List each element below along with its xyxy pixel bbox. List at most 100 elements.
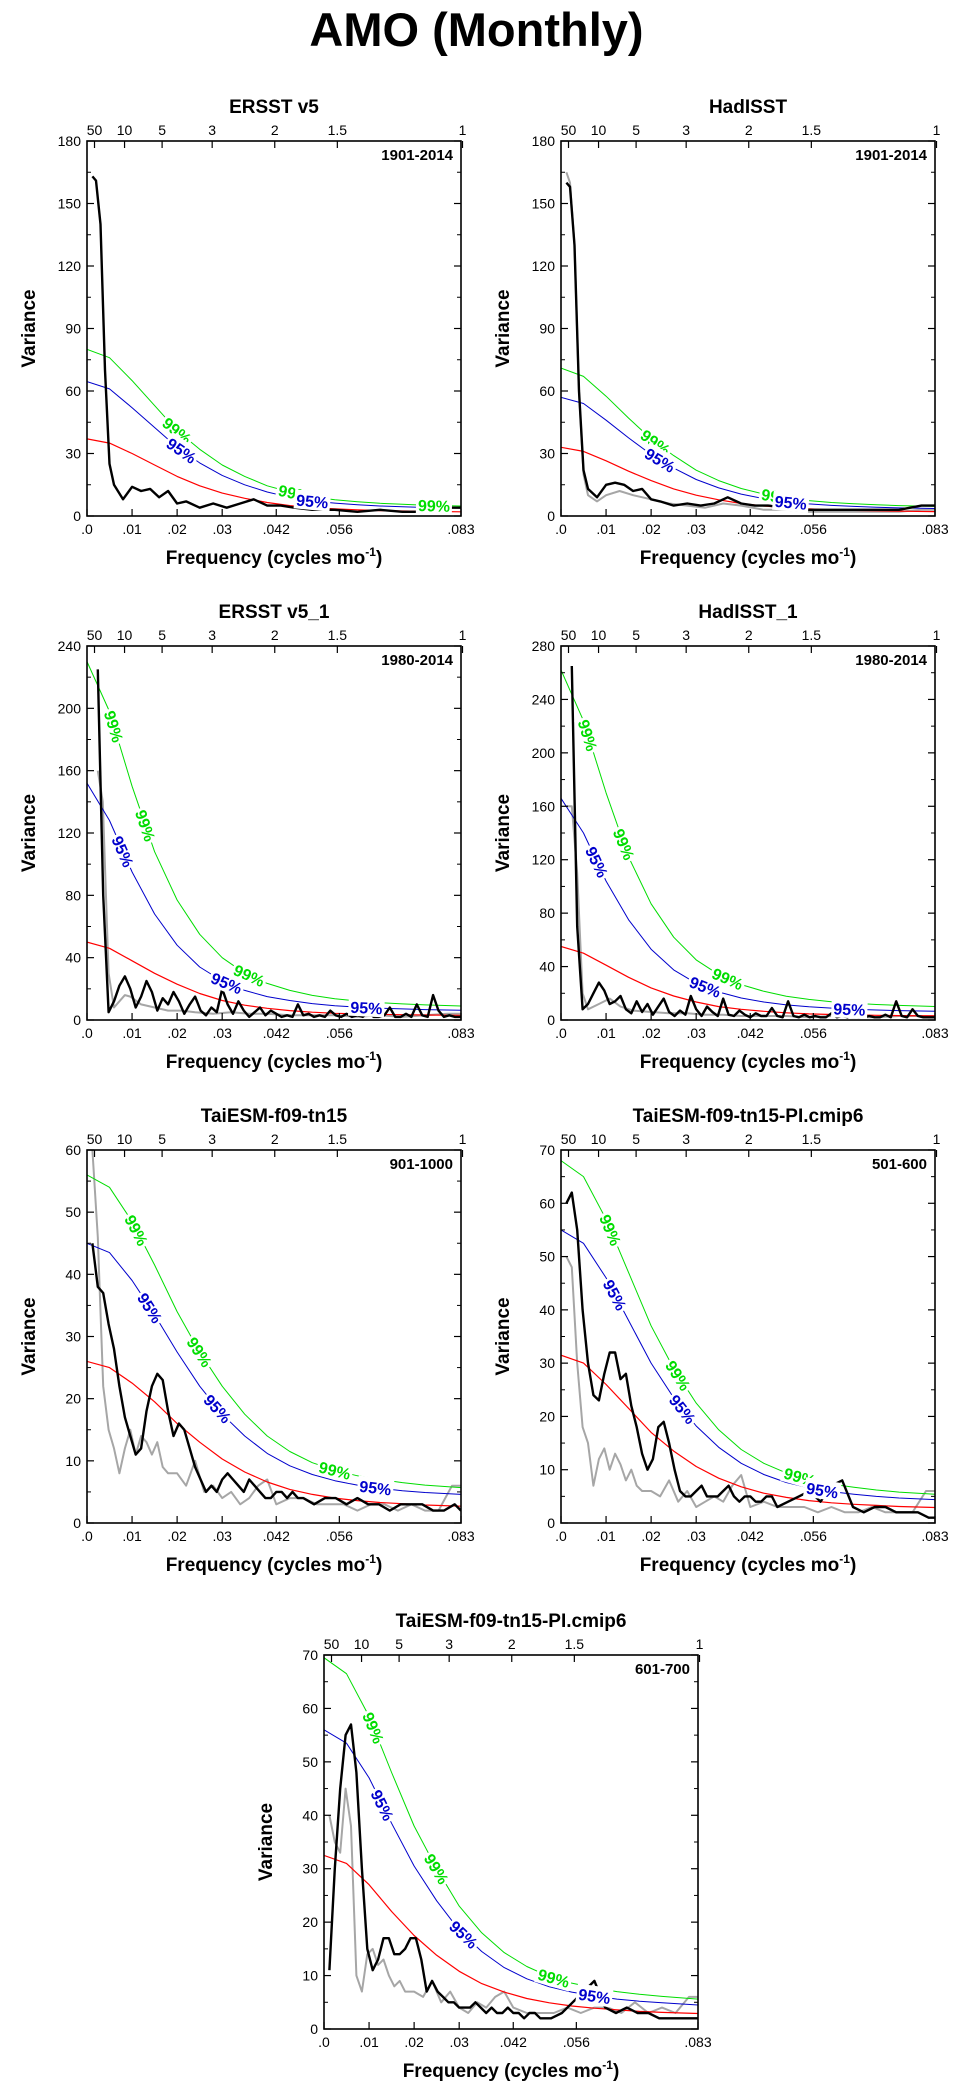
reference-line bbox=[565, 1256, 935, 1514]
period-label: 1901-2014 bbox=[855, 147, 927, 164]
x-tick-label: .042 bbox=[737, 1025, 764, 1041]
sig95-label-bg bbox=[347, 996, 385, 1018]
x-tick-label: .03 bbox=[686, 1528, 706, 1544]
sig99-label-bg bbox=[534, 1963, 574, 1992]
y-tick-label: 60 bbox=[65, 1142, 81, 1158]
sig95-label: 95% bbox=[803, 1477, 842, 1503]
period-tick-label: 1.5 bbox=[328, 122, 348, 138]
panel-title: ERSST v5 bbox=[229, 97, 319, 118]
period-label: 1980-2014 bbox=[381, 652, 453, 669]
sig95-label-text: 95% bbox=[833, 1001, 866, 1019]
x-tick-label: .042 bbox=[737, 521, 764, 537]
y-axis-label: Variance bbox=[19, 794, 40, 872]
sig99-label: 99% bbox=[419, 1848, 455, 1889]
period-tick-label: 50 bbox=[561, 122, 577, 138]
plot-frame bbox=[560, 140, 936, 517]
sig99-line bbox=[561, 1160, 935, 1495]
spectrum-line bbox=[328, 1723, 698, 2020]
y-tick-label: 0 bbox=[73, 1012, 81, 1028]
x-axis-label: Frequency (cycles mo-1) bbox=[640, 1552, 857, 1576]
period-tick-label: 2 bbox=[271, 627, 279, 643]
period-tick-label: 1 bbox=[459, 627, 467, 643]
chart-panel: TaiESM-f09-tn15-PI.cmip6501-60099%99%99%… bbox=[493, 1106, 949, 1576]
x-axis-label: Frequency (cycles mo-1) bbox=[166, 1049, 383, 1073]
sig95-label: 95% bbox=[575, 1983, 614, 2008]
sig95-label: 95% bbox=[356, 1475, 395, 1500]
period-tick-label: 2 bbox=[508, 1636, 516, 1652]
y-tick-label: 120 bbox=[532, 258, 556, 274]
y-tick-label: 40 bbox=[539, 959, 555, 975]
sig99-label-text: 99% bbox=[595, 1212, 623, 1248]
sig95-label-bg bbox=[198, 1388, 238, 1428]
period-tick-label: 1.5 bbox=[328, 627, 348, 643]
y-tick-label: 60 bbox=[539, 383, 555, 399]
sig95-label-text: 95% bbox=[295, 493, 328, 513]
sig95-label-bg bbox=[664, 1388, 702, 1429]
sig99-label-bg bbox=[707, 962, 749, 995]
sig99-label-text: 99% bbox=[358, 1710, 386, 1746]
sig99-line bbox=[561, 367, 935, 507]
period-tick-label: 50 bbox=[561, 1131, 577, 1147]
y-tick-label: 10 bbox=[539, 1462, 555, 1478]
sig99-label: 99% bbox=[534, 1963, 574, 1992]
x-tick-label: .0 bbox=[81, 521, 93, 537]
series-group bbox=[324, 1657, 698, 2020]
period-label: 501-600 bbox=[872, 1156, 927, 1173]
y-tick-label: 180 bbox=[532, 133, 556, 149]
y-tick-label: 40 bbox=[65, 1266, 81, 1282]
x-tick-label: .042 bbox=[263, 1528, 290, 1544]
x-tick-label: .083 bbox=[684, 2034, 711, 2050]
period-tick-label: 2 bbox=[745, 627, 753, 643]
period-tick-label: 1.5 bbox=[802, 627, 822, 643]
period-tick-label: 2 bbox=[745, 122, 753, 138]
x-tick-label: .056 bbox=[800, 1025, 827, 1041]
x-tick-label: .01 bbox=[596, 521, 616, 537]
y-tick-label: 60 bbox=[539, 1195, 555, 1211]
period-label: 1901-2014 bbox=[381, 147, 453, 164]
x-tick-label: .03 bbox=[212, 521, 232, 537]
x-tick-label: .03 bbox=[212, 1528, 232, 1544]
sig99-label-text: 99% bbox=[131, 808, 158, 844]
x-tick-label: .02 bbox=[167, 521, 187, 537]
y-tick-label: 20 bbox=[302, 1914, 318, 1930]
x-tick-label: .042 bbox=[263, 521, 290, 537]
period-tick-label: 10 bbox=[354, 1636, 370, 1652]
sig95-label-bg bbox=[581, 841, 614, 883]
period-tick-label: 1.5 bbox=[802, 122, 822, 138]
y-tick-label: 30 bbox=[539, 446, 555, 462]
x-tick-label: .042 bbox=[500, 2034, 527, 2050]
x-tick-label: .02 bbox=[167, 1528, 187, 1544]
period-tick-label: 5 bbox=[395, 1636, 403, 1652]
period-tick-label: 3 bbox=[445, 1636, 453, 1652]
sig99-label-bg bbox=[419, 1848, 455, 1889]
period-tick-label: 5 bbox=[632, 1131, 640, 1147]
x-tick-label: .042 bbox=[263, 1025, 290, 1041]
sig95-label-bg bbox=[293, 489, 332, 512]
sig99-label-text: 99% bbox=[100, 709, 126, 745]
sig99-label-bg bbox=[315, 1456, 355, 1484]
panel-title: TaiESM-f09-tn15-PI.cmip6 bbox=[633, 1106, 864, 1127]
sig95-label: 95% bbox=[367, 1784, 400, 1826]
red-noise-line bbox=[87, 941, 461, 1016]
sig95-label-text: 95% bbox=[367, 1788, 396, 1824]
period-tick-label: 1.5 bbox=[802, 1131, 822, 1147]
y-tick-label: 0 bbox=[310, 2021, 318, 2037]
period-tick-label: 1.5 bbox=[328, 1131, 348, 1147]
x-tick-label: .056 bbox=[800, 521, 827, 537]
panel-title: TaiESM-f09-tn15-PI.cmip6 bbox=[396, 1611, 627, 1632]
sig95-label: 95% bbox=[293, 489, 332, 513]
period-tick-label: 10 bbox=[117, 1131, 133, 1147]
sig99-label-bg bbox=[229, 958, 270, 991]
period-tick-label: 50 bbox=[87, 1131, 103, 1147]
x-tick-label: .0 bbox=[555, 1025, 567, 1041]
period-label: 901-1000 bbox=[390, 1156, 453, 1173]
page-title: AMO (Monthly) bbox=[309, 3, 644, 56]
y-tick-label: 50 bbox=[65, 1204, 81, 1220]
y-tick-label: 30 bbox=[302, 1861, 318, 1877]
y-axis-label: Variance bbox=[19, 289, 40, 367]
period-tick-label: 3 bbox=[682, 122, 690, 138]
period-tick-label: 1 bbox=[459, 122, 467, 138]
sig95-line bbox=[561, 396, 935, 509]
sig95-line bbox=[87, 782, 461, 1011]
x-tick-label: .01 bbox=[359, 2034, 379, 2050]
